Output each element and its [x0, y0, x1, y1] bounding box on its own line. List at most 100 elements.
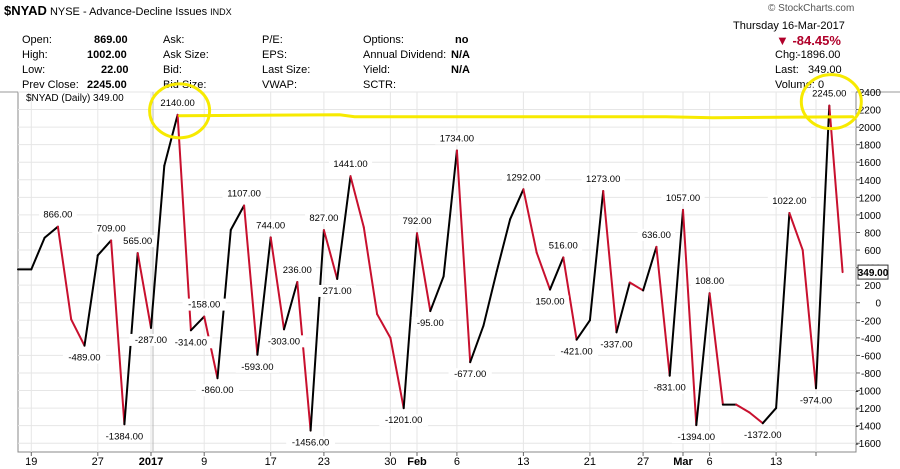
y-tick-label: 0 [875, 299, 881, 310]
data-label: -974.00 [800, 395, 832, 406]
series-segment [163, 113, 179, 167]
highlight-circle [799, 73, 863, 131]
y-tick-label: 2000 [859, 123, 882, 134]
data-label: -831.00 [654, 383, 686, 394]
series-segment [256, 236, 272, 356]
data-label: 1022.00 [772, 196, 806, 207]
annual-dividend-value: N/A [451, 49, 470, 61]
x-tick-label: 13 [770, 456, 782, 468]
exchange: NYSE [49, 6, 80, 18]
series-segment [150, 164, 166, 329]
data-label-bg [637, 228, 676, 241]
last-size-label: Last Size: [262, 64, 311, 76]
series-segment [56, 225, 73, 321]
series-segment [243, 204, 259, 356]
series-segment [602, 189, 618, 334]
last-value-box [857, 264, 889, 280]
data-label: -1201.00 [385, 415, 423, 426]
data-label: 2245.00 [812, 89, 846, 100]
data-label-bg [195, 384, 240, 397]
series-segment [775, 211, 791, 410]
data-label-bg [222, 187, 266, 200]
data-label-bg [251, 219, 290, 232]
data-label: -860.00 [201, 385, 233, 396]
yield-label: Yield: [363, 64, 391, 76]
data-label-bg [118, 235, 157, 248]
data-label-bg [448, 368, 492, 381]
highlight-line [178, 113, 855, 120]
data-label: 1057.00 [666, 193, 700, 204]
data-label: 108.00 [695, 276, 724, 287]
data-label: -303.00 [268, 336, 300, 347]
data-label-bg [398, 215, 436, 228]
y-tick-label: 1800 [859, 141, 882, 152]
data-label: -95.00 [417, 318, 444, 329]
series-segment [376, 313, 392, 339]
series-segment [562, 256, 578, 341]
data-label-bg [286, 436, 335, 449]
data-label: -1394.00 [678, 432, 716, 443]
data-label-bg [807, 87, 851, 100]
data-label-bg [328, 158, 373, 171]
series-segment [283, 281, 299, 331]
series-segment [535, 251, 551, 291]
series-segment [495, 218, 512, 273]
y-tick-label: 1200 [859, 193, 882, 204]
data-label-bg [501, 171, 545, 184]
data-label-bg [661, 191, 705, 204]
data-label: 1734.00 [440, 133, 474, 144]
series-segment [615, 281, 631, 334]
series-segment [549, 256, 565, 291]
data-label-bg [411, 317, 450, 330]
data-label: -1372.00 [744, 430, 782, 441]
series-segment [349, 175, 365, 229]
y-tick-label: 2400 [859, 88, 882, 99]
data-label-bg [671, 431, 721, 444]
x-tick-label: 9 [201, 456, 207, 468]
series-segment [30, 236, 46, 271]
series-segment [269, 236, 285, 331]
series-segment [588, 189, 605, 322]
series-segment [83, 254, 99, 347]
yield-value: N/A [451, 64, 470, 76]
bid-label: Bid: [163, 64, 182, 76]
x-tick-label: 6 [454, 456, 460, 468]
options-label: Options: [363, 34, 404, 46]
data-label-bg [305, 212, 343, 225]
series-segment [229, 204, 246, 231]
open-value: 869.00 [94, 34, 128, 46]
data-label-bg [594, 338, 639, 351]
symbol-description: Advance-Decline Issues [89, 6, 208, 18]
data-label: 792.00 [402, 216, 431, 227]
vwap-label: VWAP: [262, 79, 298, 91]
y-tick-label: -1200 [855, 404, 881, 415]
high-label: High: [22, 49, 48, 61]
eps-label: EPS: [262, 49, 288, 61]
data-label-bg [100, 430, 149, 443]
data-label-bg [544, 239, 583, 252]
series-segment [828, 104, 844, 274]
series-segment [761, 407, 778, 425]
data-label-bg [435, 132, 479, 145]
data-label-bg [92, 222, 130, 235]
x-tick-label: 27 [92, 456, 104, 468]
index-tag: INDX [210, 7, 232, 17]
series-segment [336, 175, 352, 280]
x-tick-label: 27 [637, 456, 649, 468]
chg-label: Chg: [775, 49, 799, 61]
x-tick-label: 30 [384, 456, 396, 468]
data-label-bg [62, 351, 107, 364]
options-value: no [455, 34, 469, 46]
data-label: 709.00 [97, 223, 126, 234]
data-label: 516.00 [549, 240, 578, 251]
series-segment [509, 188, 525, 221]
data-label: -489.00 [68, 353, 100, 364]
series-segment [189, 315, 206, 332]
series-segment [522, 188, 538, 254]
series-segment [402, 232, 418, 410]
series-segment [429, 275, 445, 313]
data-label-bg [581, 172, 625, 185]
ask-label: Ask: [163, 34, 185, 46]
series-segment [695, 292, 711, 427]
